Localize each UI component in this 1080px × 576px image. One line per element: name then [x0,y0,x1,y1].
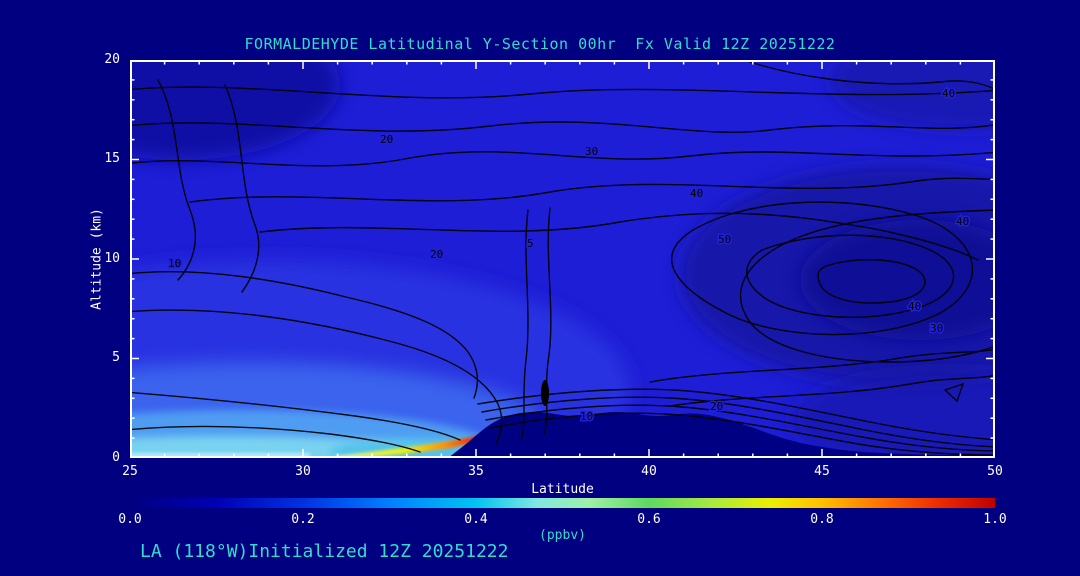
x-tick-label: 45 [814,464,830,479]
contour-label: 20 [430,248,443,261]
contour-labels: 20 30 10 20 5 40 50 40 40 30 40 10 20 [167,86,971,425]
contour-label: 50 [718,233,731,246]
x-tick-label: 25 [122,464,138,479]
contour-label: 20 [710,400,723,413]
filled-contours [130,60,995,458]
y-tick-label: 20 [104,52,120,67]
contour-label: 20 [380,133,393,146]
y-tick-label: 10 [104,251,120,266]
contour-label: 40 [690,187,703,200]
plot-frame [130,60,995,458]
y-tick-label: 15 [104,151,120,166]
contour-label: 30 [585,145,598,158]
plot-title: FORMALDEHYDE Latitudinal Y-Section 00hr … [244,35,836,53]
contour-label: 5 [527,237,534,250]
terrain-silhouette [448,412,995,458]
contour-label: 40 [942,87,955,100]
colorbar-tick-label: 0.0 [118,512,142,527]
x-tick-label: 50 [987,464,1003,479]
colorbar-tick-label: 0.6 [637,512,661,527]
y-axis-tick-labels: 20 15 10 5 0 [98,52,124,465]
contour-label: 10 [168,257,181,270]
colorbar-tick-label: 0.8 [810,512,834,527]
hotspot-streak [335,434,488,458]
colorbar-tick-label: 0.2 [291,512,315,527]
colorbar-unit-label: (ppbv) [539,528,586,543]
cross-section-plot: 20 30 10 20 5 40 50 40 40 30 40 10 20 [130,60,995,458]
contour-label: 40 [956,215,969,228]
x-axis-tick-labels: 25 30 35 40 45 50 [122,464,1003,480]
colorbar-tick-label: 0.4 [464,512,488,527]
y-tick-label: 5 [112,350,120,365]
x-tick-label: 40 [641,464,657,479]
x-axis-title: Latitude [531,482,594,497]
colorbar-tick-label: 1.0 [983,512,1007,527]
colorbar-tick-labels: 0.0 0.2 0.4 0.6 0.8 1.0 [118,512,1006,528]
x-tick-label: 30 [295,464,311,479]
x-tick-label: 35 [468,464,484,479]
y-tick-label: 0 [112,450,120,465]
contour-label: 40 [908,300,921,313]
colorbar [130,498,995,508]
contour-lines [130,60,995,456]
initialization-annotation: LA (118°W)Initialized 12Z 20251222 [140,541,509,562]
contour-label: 10 [580,410,593,423]
contour-label: 30 [930,322,943,335]
